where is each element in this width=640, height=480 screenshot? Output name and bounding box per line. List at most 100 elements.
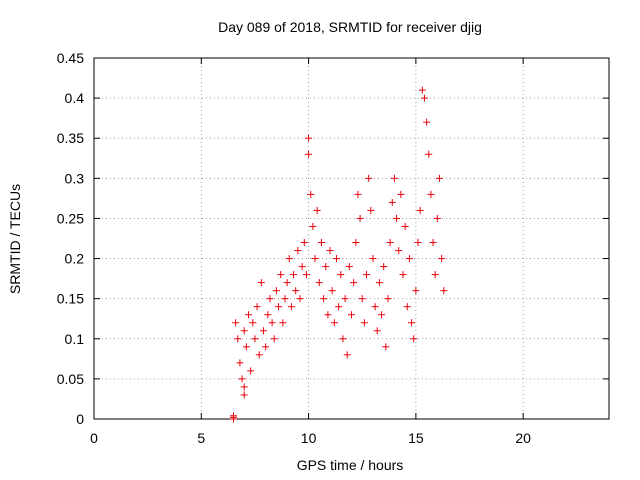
data-point bbox=[285, 255, 293, 263]
data-point bbox=[433, 214, 441, 222]
ticks-layer: 0 5 10 15 20 0 0.05 0.1 0.15 0.2 0.25 0.3 0.35 0.4 0.4… bbox=[57, 50, 609, 446]
data-point bbox=[418, 86, 426, 94]
y-tick-label: 0.3 bbox=[65, 170, 85, 186]
data-point bbox=[240, 327, 248, 335]
data-point bbox=[341, 295, 349, 303]
data-point bbox=[300, 239, 308, 247]
data-point bbox=[386, 239, 394, 247]
data-point bbox=[375, 279, 383, 287]
data-point bbox=[354, 190, 362, 198]
x-tick-label: 10 bbox=[301, 430, 317, 446]
data-point bbox=[266, 295, 274, 303]
y-tick-label: 0 bbox=[76, 411, 84, 427]
data-point bbox=[356, 214, 364, 222]
data-point bbox=[240, 391, 248, 399]
data-point bbox=[247, 367, 255, 375]
data-point bbox=[365, 174, 373, 182]
chart-title: Day 089 of 2018, SRMTID for receiver dji… bbox=[218, 19, 482, 35]
y-axis-label: SRMTID / TECUs bbox=[7, 184, 23, 294]
data-point bbox=[257, 279, 265, 287]
data-point bbox=[410, 335, 418, 343]
data-point bbox=[373, 327, 381, 335]
data-point bbox=[328, 287, 336, 295]
data-point bbox=[343, 351, 351, 359]
grid-layer bbox=[94, 58, 609, 419]
plot-frame bbox=[93, 57, 610, 420]
data-point bbox=[305, 134, 313, 142]
data-point bbox=[401, 222, 409, 230]
y-tick-label: 0.05 bbox=[57, 371, 84, 387]
data-point bbox=[371, 303, 379, 311]
data-point bbox=[313, 206, 321, 214]
data-point bbox=[315, 279, 323, 287]
data-point bbox=[427, 190, 435, 198]
data-point bbox=[345, 263, 353, 271]
x-tick-label: 0 bbox=[90, 430, 98, 446]
data-point bbox=[275, 303, 283, 311]
data-point bbox=[234, 335, 242, 343]
data-point bbox=[339, 335, 347, 343]
data-point bbox=[423, 118, 431, 126]
y-tick-label: 0.2 bbox=[65, 251, 85, 267]
data-point bbox=[395, 247, 403, 255]
x-axis-label: GPS time / hours bbox=[297, 457, 404, 473]
data-point bbox=[296, 295, 304, 303]
data-point bbox=[348, 311, 355, 319]
data-point bbox=[405, 255, 413, 263]
data-point bbox=[317, 239, 325, 247]
data-point bbox=[425, 150, 433, 158]
data-point bbox=[255, 351, 263, 359]
data-point bbox=[232, 319, 240, 327]
data-point bbox=[324, 311, 332, 319]
data-point bbox=[240, 383, 248, 391]
data-point bbox=[399, 271, 407, 279]
data-point bbox=[350, 279, 358, 287]
data-point bbox=[360, 319, 368, 327]
data-point bbox=[281, 295, 289, 303]
data-point bbox=[438, 255, 446, 263]
data-point bbox=[268, 319, 276, 327]
data-point bbox=[429, 239, 437, 247]
data-point bbox=[380, 263, 388, 271]
data-point bbox=[279, 319, 287, 327]
data-point bbox=[311, 255, 319, 263]
data-point bbox=[290, 271, 298, 279]
x-tick-label: 5 bbox=[197, 430, 205, 446]
data-point bbox=[390, 174, 398, 182]
data-point bbox=[260, 327, 268, 335]
data-point bbox=[337, 271, 345, 279]
data-point bbox=[358, 295, 366, 303]
data-point bbox=[388, 198, 396, 206]
data-point bbox=[335, 303, 343, 311]
data-point bbox=[330, 319, 338, 327]
data-point bbox=[382, 343, 390, 351]
y-tick-label: 0.25 bbox=[57, 210, 84, 226]
data-point bbox=[302, 271, 310, 279]
data-point bbox=[369, 255, 377, 263]
x-tick-label: 20 bbox=[515, 430, 531, 446]
data-point bbox=[397, 190, 405, 198]
y-tick-label: 0.15 bbox=[57, 291, 84, 307]
data-point bbox=[309, 222, 317, 230]
data-point bbox=[236, 359, 244, 367]
data-point bbox=[242, 343, 250, 351]
y-tick-label: 0.1 bbox=[65, 331, 85, 347]
data-point bbox=[435, 174, 443, 182]
data-point bbox=[363, 271, 371, 279]
data-point bbox=[270, 335, 278, 343]
data-point bbox=[245, 311, 252, 319]
data-point bbox=[320, 295, 328, 303]
data-point bbox=[384, 295, 392, 303]
data-point bbox=[272, 287, 280, 295]
data-point bbox=[249, 319, 257, 327]
data-point bbox=[283, 279, 291, 287]
data-point bbox=[326, 247, 334, 255]
data-point bbox=[332, 255, 340, 263]
data-point bbox=[378, 311, 386, 319]
data-point bbox=[305, 150, 313, 158]
data-point bbox=[412, 287, 420, 295]
data-point bbox=[414, 239, 422, 247]
data-point bbox=[403, 303, 411, 311]
data-point bbox=[298, 263, 306, 271]
